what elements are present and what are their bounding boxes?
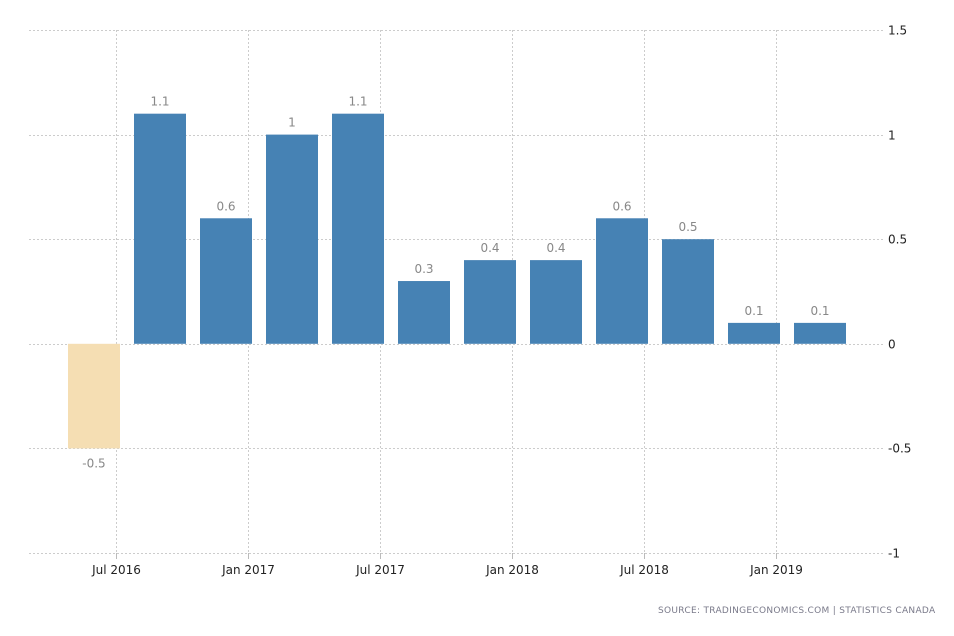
data-label: 0.4 <box>480 241 499 255</box>
x-tick-label: Jul 2018 <box>619 563 669 577</box>
bar <box>728 322 780 344</box>
data-label: 1.1 <box>348 95 367 109</box>
data-label: 1 <box>288 116 296 130</box>
x-tick-label: Jul 2017 <box>355 563 405 577</box>
bar <box>200 218 252 344</box>
data-label: 0.3 <box>414 262 433 276</box>
data-label: -0.5 <box>82 456 105 470</box>
bar <box>398 281 450 344</box>
bar <box>266 134 318 344</box>
data-label: 0.6 <box>216 199 235 213</box>
x-tick-label: Jul 2016 <box>91 563 141 577</box>
data-label: 0.1 <box>810 304 829 318</box>
x-tick-label: Jan 2018 <box>485 563 539 577</box>
bar <box>794 322 846 344</box>
data-label: 0.6 <box>612 199 631 213</box>
data-label: 0.5 <box>678 220 697 234</box>
bar <box>68 343 120 449</box>
y-tick-label: 0 <box>888 338 896 352</box>
x-tick-label: Jan 2019 <box>749 563 803 577</box>
y-tick-label: -1 <box>888 547 900 561</box>
y-tick-label: 1 <box>888 129 896 143</box>
data-label: 0.4 <box>546 241 565 255</box>
data-label: 1.1 <box>150 95 169 109</box>
bar <box>662 239 714 344</box>
y-tick-label: -0.5 <box>888 442 911 456</box>
y-tick-label: 0.5 <box>888 233 907 247</box>
y-tick-label: 1.5 <box>888 24 907 38</box>
bar <box>596 218 648 344</box>
bar <box>464 260 516 344</box>
bar <box>332 113 384 344</box>
data-label: 0.1 <box>744 304 763 318</box>
bar <box>134 113 186 344</box>
source-note: SOURCE: TRADINGECONOMICS.COM | STATISTIC… <box>658 606 936 616</box>
x-tick-label: Jan 2017 <box>221 563 275 577</box>
bar <box>530 260 582 344</box>
